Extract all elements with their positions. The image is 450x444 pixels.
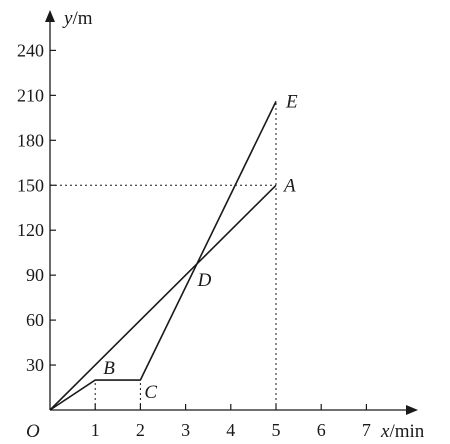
origin-label: O — [26, 421, 40, 442]
x-tick-label: 6 — [317, 420, 326, 440]
point-label-b: B — [103, 358, 115, 379]
x-tick-label: 4 — [226, 420, 235, 440]
series-line-2 — [49, 101, 277, 411]
axes — [45, 10, 418, 415]
x-tick-label: 1 — [91, 420, 100, 440]
y-tick-label: 90 — [26, 265, 44, 285]
x-tick-label: 5 — [272, 420, 281, 440]
x-tick-label: 2 — [136, 420, 145, 440]
x-axis-var: x — [380, 421, 390, 442]
point-label-d: D — [197, 270, 212, 291]
y-axis-var: y — [62, 8, 73, 29]
point-label-a: A — [282, 175, 296, 196]
y-tick-label: 30 — [26, 355, 44, 375]
x-axis-label: x/min — [380, 421, 425, 442]
point-label-c: C — [144, 382, 157, 403]
y-tick-label: 210 — [17, 85, 44, 105]
x-axis-unit: /min — [389, 421, 424, 442]
ticks: 1 2 3 4 5 6 7 30 60 90 120 150 180 210 240 — [17, 40, 371, 440]
y-tick-label: 120 — [17, 220, 44, 240]
y-tick-label: 60 — [26, 310, 44, 330]
x-tick-label: 3 — [181, 420, 190, 440]
y-tick-label: 150 — [17, 175, 44, 195]
x-axis-arrow-icon — [406, 405, 418, 415]
y-axis-label: y/m — [62, 8, 93, 29]
point-labels: A B C D E — [103, 91, 298, 403]
guide-lines — [50, 101, 277, 410]
y-tick-label: 180 — [17, 130, 44, 150]
series-lines — [49, 101, 277, 411]
y-axis-unit: /m — [72, 8, 92, 29]
y-axis-arrow-icon — [45, 10, 55, 22]
x-tick-label: 7 — [362, 420, 371, 440]
y-tick-label: 240 — [17, 40, 44, 60]
point-label-e: E — [285, 91, 298, 112]
series-line-1 — [49, 184, 277, 411]
